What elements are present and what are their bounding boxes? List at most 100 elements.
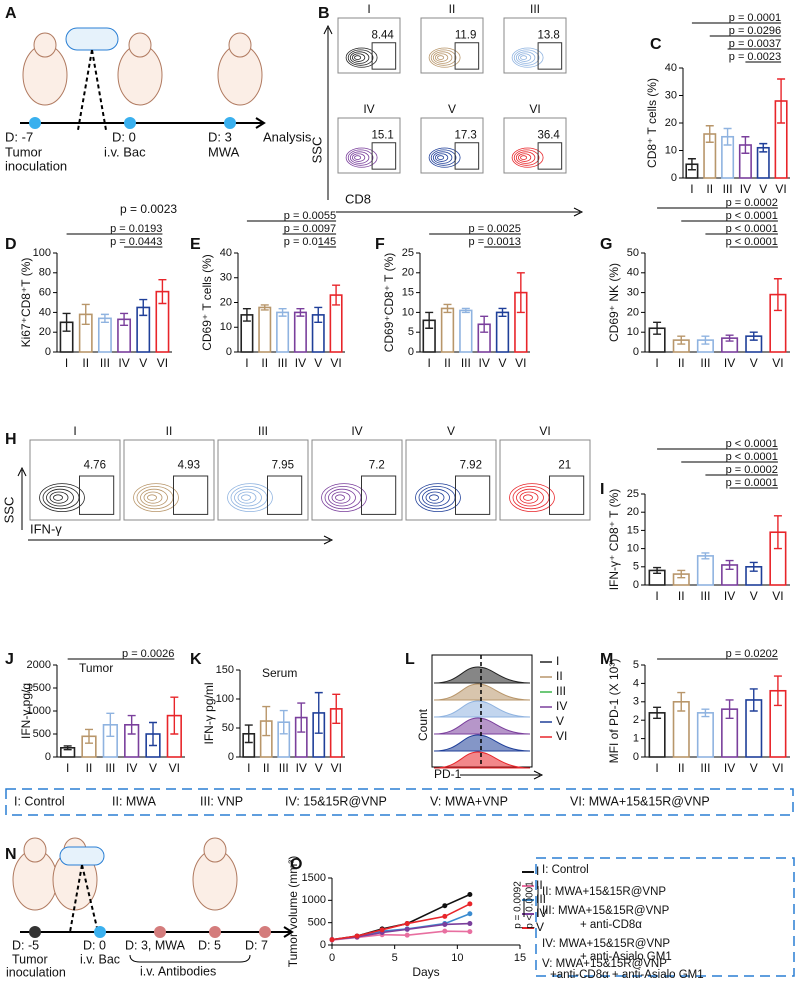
- mouse-head: [23, 837, 47, 863]
- x-tick-label: I: [690, 182, 693, 196]
- error-bar: [701, 335, 710, 345]
- x-tick-label: I: [655, 761, 658, 775]
- legend-entry: V: MWA+VNP: [430, 794, 508, 808]
- y-tick-label: 0: [45, 346, 51, 358]
- contour: [335, 494, 345, 501]
- x-tick-label: V: [750, 356, 758, 370]
- contour: [39, 483, 85, 513]
- gate: [454, 142, 480, 170]
- gate: [454, 42, 480, 70]
- point: [467, 901, 473, 907]
- timeline-arrow: [283, 926, 294, 938]
- y-tick-label: 30: [627, 287, 639, 299]
- injection: [77, 49, 107, 131]
- error-bar: [62, 312, 71, 332]
- error-bar: [749, 331, 758, 341]
- x-tick-label: II: [678, 589, 685, 603]
- series-line: [331, 930, 470, 941]
- bar: [696, 712, 714, 758]
- error-bar: [677, 691, 686, 712]
- contour: [430, 149, 457, 166]
- contour: [328, 488, 356, 507]
- gate-value: 4.93: [178, 460, 200, 472]
- contour: [46, 488, 74, 507]
- y-axis-label: CD69⁺ T cells (%): [200, 254, 214, 351]
- gate-value: 36.4: [537, 130, 560, 142]
- timeline-dot: [259, 926, 271, 938]
- legend-label: III: [556, 684, 566, 698]
- p-value: p < 0.0001: [726, 236, 778, 248]
- x-tick-label: VI: [169, 761, 180, 775]
- x-tick-label: 5: [392, 952, 398, 964]
- contour: [517, 153, 532, 162]
- gate-value: 7.2: [369, 460, 385, 472]
- y-tick-label: 20: [627, 306, 639, 318]
- error-bar: [773, 515, 782, 550]
- y-tick-label: 5: [408, 326, 414, 338]
- x-tick-label: I: [66, 761, 69, 775]
- x-tick-label: VI: [772, 589, 783, 603]
- error-bar: [741, 136, 750, 154]
- legend-entry: III: VNP: [200, 794, 243, 808]
- gate-value: 7.92: [460, 460, 482, 472]
- p-value: p < 0.0001: [726, 438, 778, 450]
- x-tick-label: V: [759, 182, 767, 196]
- error-bar: [723, 127, 732, 146]
- p-value: p = 0.0037: [729, 38, 781, 50]
- p-value: p = 0.0092: [513, 881, 524, 929]
- panel-letter: N: [5, 846, 17, 863]
- error-bar: [100, 313, 109, 323]
- y-tick-label: 4: [633, 677, 639, 689]
- error-bar: [749, 561, 758, 572]
- y-tick-label: 0: [320, 939, 326, 951]
- x-tick-label: IV: [740, 182, 751, 196]
- contour: [133, 483, 179, 513]
- x-tick-label: VI: [330, 356, 341, 370]
- y-tick-label: 2000: [27, 659, 51, 671]
- error-bar: [725, 559, 734, 571]
- point: [442, 913, 448, 919]
- group-label: I: [73, 424, 76, 438]
- p-value: p = 0.0193: [110, 223, 162, 235]
- x-tick-label: III: [700, 761, 710, 775]
- contour: [351, 153, 366, 162]
- y-tick-label: 2: [633, 714, 639, 726]
- legend-box: [5, 788, 794, 816]
- gate: [537, 142, 563, 170]
- x-tick-label: III: [105, 761, 115, 775]
- mouse-head: [128, 32, 152, 58]
- y-tick-label: 0: [633, 579, 639, 591]
- legend-entry: II: MWA+15&15R@VNP: [542, 886, 666, 898]
- contour: [511, 147, 544, 168]
- legend-entry: I: Control: [542, 864, 589, 876]
- legend-entry: + anti-Asialo GM1: [580, 951, 672, 963]
- panel-letter: D: [5, 236, 17, 253]
- timeline-label: i.v. Bac: [80, 952, 120, 966]
- flow-plot: [503, 17, 567, 74]
- panel-letter: E: [190, 236, 201, 253]
- timeline-dot: [29, 926, 41, 938]
- contour: [523, 494, 533, 501]
- x-tick-label: II: [261, 356, 268, 370]
- panel-letter: O: [290, 856, 302, 873]
- contour: [147, 494, 157, 501]
- mouse-head: [33, 32, 57, 58]
- contour: [345, 147, 378, 168]
- x-tick-label: II: [82, 356, 89, 370]
- flow-plot: [217, 439, 309, 521]
- x-tick-label: VI: [331, 761, 342, 775]
- error-bar: [725, 334, 734, 342]
- contour: [429, 494, 439, 501]
- panel-letter: F: [375, 236, 385, 253]
- error-bar: [653, 566, 662, 575]
- p-value: p = 0.0001: [726, 477, 778, 489]
- bar: [696, 555, 714, 586]
- y-tick-label: 20: [220, 296, 232, 308]
- y-tick-label: 20: [39, 326, 51, 338]
- y-axis-label: CD69⁺CD8⁺ T (%): [382, 253, 396, 353]
- contour: [349, 151, 370, 164]
- contour: [428, 147, 461, 168]
- contour: [437, 55, 445, 60]
- error-bar: [516, 272, 525, 314]
